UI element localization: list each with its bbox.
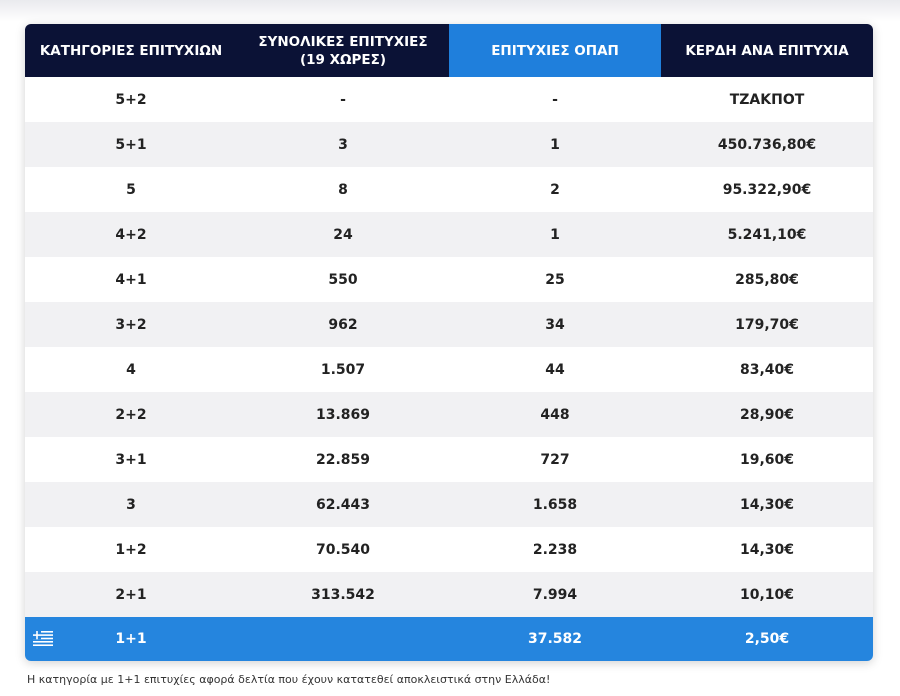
cell-prize: 83,40€ (661, 347, 873, 392)
cell-opap-winners: 448 (449, 392, 661, 437)
cell-total-winners: 22.859 (237, 437, 449, 482)
table-row: 4 1.507 44 83,40€ (25, 347, 873, 392)
greece-row-total (237, 617, 449, 661)
table-header: ΚΑΤΗΓΟΡΙΕΣ ΕΠΙΤΥΧΙΩΝ ΣΥΝΟΛΙΚΕΣ ΕΠΙΤΥΧΙΕΣ… (25, 24, 873, 77)
cell-total-winners: 70.540 (237, 527, 449, 572)
table-row: 5 8 2 95.322,90€ (25, 167, 873, 212)
cell-category: 3+2 (25, 302, 237, 347)
table-row: 3 62.443 1.658 14,30€ (25, 482, 873, 527)
header-categories: ΚΑΤΗΓΟΡΙΕΣ ΕΠΙΤΥΧΙΩΝ (25, 24, 237, 77)
table-row: 3+1 22.859 727 19,60€ (25, 437, 873, 482)
cell-total-winners: 3 (237, 122, 449, 167)
cell-total-winners: 550 (237, 257, 449, 302)
cell-total-winners: 313.542 (237, 572, 449, 617)
cell-total-winners: 1.507 (237, 347, 449, 392)
cell-opap-winners: 44 (449, 347, 661, 392)
table-row: 5+1 3 1 450.736,80€ (25, 122, 873, 167)
header-opap-winners: ΕΠΙΤΥΧΙΕΣ ΟΠΑΠ (449, 24, 661, 77)
cell-prize: 179,70€ (661, 302, 873, 347)
cell-prize: ΤΖΑΚΠΟΤ (661, 77, 873, 122)
cell-category: 1+2 (25, 527, 237, 572)
cell-prize: 95.322,90€ (661, 167, 873, 212)
footnote: Η κατηγορία με 1+1 επιτυχίες αφορά δελτί… (27, 673, 551, 686)
table-row: 2+2 13.869 448 28,90€ (25, 392, 873, 437)
prize-breakdown-table: ΚΑΤΗΓΟΡΙΕΣ ΕΠΙΤΥΧΙΩΝ ΣΥΝΟΛΙΚΕΣ ΕΠΙΤΥΧΙΕΣ… (25, 24, 873, 661)
table-row: 1+2 70.540 2.238 14,30€ (25, 527, 873, 572)
cell-total-winners: 13.869 (237, 392, 449, 437)
cell-prize: 5.241,10€ (661, 212, 873, 257)
cell-opap-winners: 1 (449, 122, 661, 167)
cell-category: 2+2 (25, 392, 237, 437)
cell-prize: 14,30€ (661, 482, 873, 527)
cell-prize: 14,30€ (661, 527, 873, 572)
header-total-winners-line1: ΣΥΝΟΛΙΚΕΣ ΕΠΙΤΥΧΙΕΣ (258, 33, 428, 50)
cell-category: 5+1 (25, 122, 237, 167)
table-row: 4+2 24 1 5.241,10€ (25, 212, 873, 257)
greek-flag-icon (33, 631, 53, 646)
cell-category: 4+2 (25, 212, 237, 257)
table-row: 2+1 313.542 7.994 10,10€ (25, 572, 873, 617)
cell-total-winners: 62.443 (237, 482, 449, 527)
cell-opap-winners: 727 (449, 437, 661, 482)
cell-prize: 10,10€ (661, 572, 873, 617)
greece-row-prize: 2,50€ (661, 617, 873, 661)
cell-category: 3+1 (25, 437, 237, 482)
header-total-winners-line2: (19 ΧΩΡΕΣ) (299, 51, 387, 68)
cell-category: 2+1 (25, 572, 237, 617)
cell-category: 5+2 (25, 77, 237, 122)
cell-prize: 28,90€ (661, 392, 873, 437)
cell-category: 4+1 (25, 257, 237, 302)
greece-row: 1+1 37.582 2,50€ (25, 617, 873, 661)
table-row: 5+2- - ΤΖΑΚΠΟΤ (25, 77, 873, 122)
table-row: 4+1 550 25 285,80€ (25, 257, 873, 302)
cell-opap-winners: 1.658 (449, 482, 661, 527)
greece-row-category-cell: 1+1 (25, 617, 237, 661)
greece-row-opap: 37.582 (449, 617, 661, 661)
cell-category: 5 (25, 167, 237, 212)
cell-total-winners: 24 (237, 212, 449, 257)
cell-opap-winners: 2.238 (449, 527, 661, 572)
greece-row-category: 1+1 (115, 631, 147, 647)
cell-category: 3 (25, 482, 237, 527)
table-row: 3+2 962 34 179,70€ (25, 302, 873, 347)
cell-prize: 285,80€ (661, 257, 873, 302)
cell-total-winners: 8 (237, 167, 449, 212)
cell-total-winners: 962 (237, 302, 449, 347)
cell-prize: 19,60€ (661, 437, 873, 482)
cell-opap-winners: 2 (449, 167, 661, 212)
cell-opap-winners: - (449, 77, 661, 122)
cell-category: 4 (25, 347, 237, 392)
cell-opap-winners: 1 (449, 212, 661, 257)
top-shadow (0, 0, 900, 22)
cell-opap-winners: 7.994 (449, 572, 661, 617)
table-body: 5+2- - ΤΖΑΚΠΟΤ 5+1 3 1 450.736,80€ 5 8 2 95.322,90… (25, 77, 873, 617)
header-prize-per-winner: ΚΕΡΔΗ ΑΝΑ ΕΠΙΤΥΧΙΑ (661, 24, 873, 77)
results-table-container: ΚΑΤΗΓΟΡΙΕΣ ΕΠΙΤΥΧΙΩΝ ΣΥΝΟΛΙΚΕΣ ΕΠΙΤΥΧΙΕΣ… (25, 24, 873, 661)
header-total-winners: ΣΥΝΟΛΙΚΕΣ ΕΠΙΤΥΧΙΕΣ (19 ΧΩΡΕΣ) (237, 24, 449, 77)
cell-opap-winners: 25 (449, 257, 661, 302)
cell-prize: 450.736,80€ (661, 122, 873, 167)
cell-total-winners: - (237, 77, 449, 122)
cell-opap-winners: 34 (449, 302, 661, 347)
